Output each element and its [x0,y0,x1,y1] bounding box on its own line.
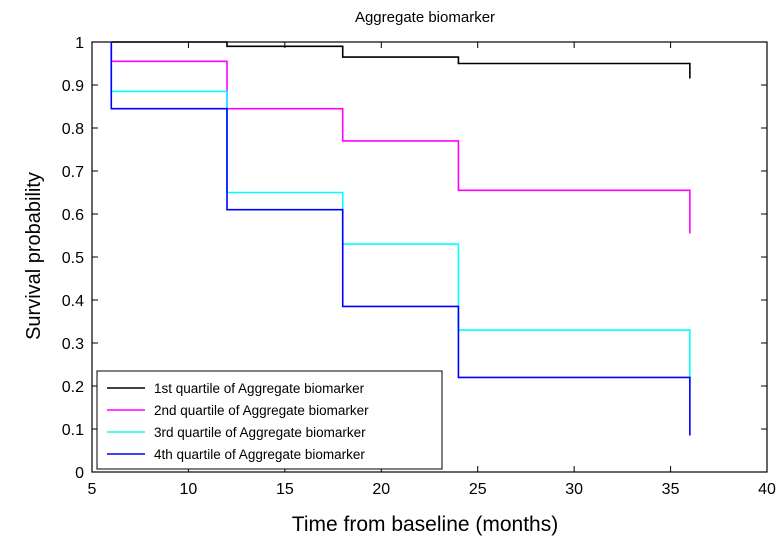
series-line-4 [110,42,691,436]
legend-box [96,370,443,470]
x-tick-label: 15 [276,481,294,498]
x-axis-label: Time from baseline (months) [292,513,558,536]
y-tick-label: 0.5 [62,250,84,267]
y-tick-label: 1 [75,35,84,52]
y-tick-label: 0.6 [62,207,84,224]
series-line-3 [110,42,691,386]
x-tick-label: 5 [88,481,97,498]
y-tick-label: 0.1 [62,422,84,439]
legend-entry: 1st quartile of Aggregate biomarker [154,381,365,396]
legend-entry: 2nd quartile of Aggregate biomarker [154,403,369,418]
series-line-1 [111,41,691,79]
y-tick-label: 0.9 [62,78,84,95]
y-tick-label: 0.4 [62,293,84,310]
y-axis-label: Survival probability [23,172,45,340]
x-tick-label: 30 [565,481,583,498]
legend-entry: 4th quartile of Aggregate biomarker [154,447,365,462]
y-tick-label: 0.3 [62,336,84,353]
legend-entry: 3rd quartile of Aggregate biomarker [154,425,366,440]
y-tick-label: 0.8 [62,121,84,138]
x-tick-label: 10 [180,481,198,498]
y-tick-label: 0.7 [62,164,84,181]
plot-area: 5 10 15 20 25 30 35 40 0 0.1 0.2 0.3 0.4 0.5 0.6 0.7 0.8… [62,35,776,498]
chart-title: Aggregate biomarker [355,9,495,26]
x-tick-label: 20 [372,481,390,498]
y-tick-label: 0 [75,465,84,482]
y-tick-label: 0.2 [62,379,84,396]
x-tick-label: 35 [662,481,680,498]
x-tick-label: 25 [469,481,487,498]
x-tick-label: 40 [758,481,776,498]
series-line-2 [110,42,691,234]
